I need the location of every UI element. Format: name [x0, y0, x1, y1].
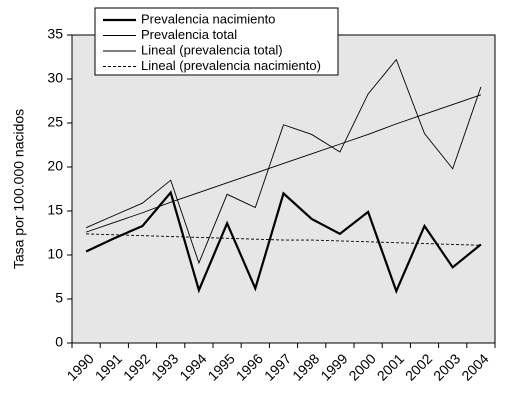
legend-label: Prevalencia total [141, 27, 237, 42]
series-line [86, 233, 481, 246]
x-tick-label: 2004 [458, 350, 491, 383]
series-line [85, 58, 482, 265]
x-tick-label: 1991 [92, 350, 125, 383]
plot-area [71, 34, 496, 344]
x-tick-label: 2001 [374, 350, 407, 383]
y-tick-label: 20 [47, 158, 63, 174]
y-tick-label: 5 [55, 290, 63, 306]
x-tick-label: 1997 [261, 350, 294, 383]
y-tick-label: 35 [47, 26, 63, 42]
x-tick-label: 1990 [63, 350, 96, 383]
x-tick-label: 1999 [317, 350, 350, 383]
y-tick-label: 10 [47, 246, 63, 262]
x-tick-label: 1993 [148, 350, 181, 383]
y-tick-label: 30 [47, 70, 63, 86]
legend-label: Prevalencia nacimiento [141, 11, 275, 26]
x-tick-label: 2000 [345, 350, 378, 383]
series-line [85, 94, 482, 233]
y-tick-label: 15 [47, 202, 63, 218]
x-tick-label: 2003 [430, 350, 463, 383]
x-tick-label: 1994 [176, 350, 209, 383]
legend-label: Lineal (prevalencia total) [141, 42, 283, 57]
series-line [85, 190, 482, 295]
x-tick-label: 1995 [204, 350, 237, 383]
x-tick-label: 1996 [233, 350, 266, 383]
legend-label: Lineal (prevalencia nacimiento) [141, 58, 321, 73]
y-axis-label: Tasa por 100.000 nacidos [11, 109, 27, 269]
y-tick-label: 0 [55, 334, 63, 350]
y-tick-label: 25 [47, 114, 63, 130]
x-tick-label: 1998 [289, 350, 322, 383]
x-tick-label: 1992 [120, 350, 153, 383]
x-tick-label: 2002 [402, 350, 435, 383]
